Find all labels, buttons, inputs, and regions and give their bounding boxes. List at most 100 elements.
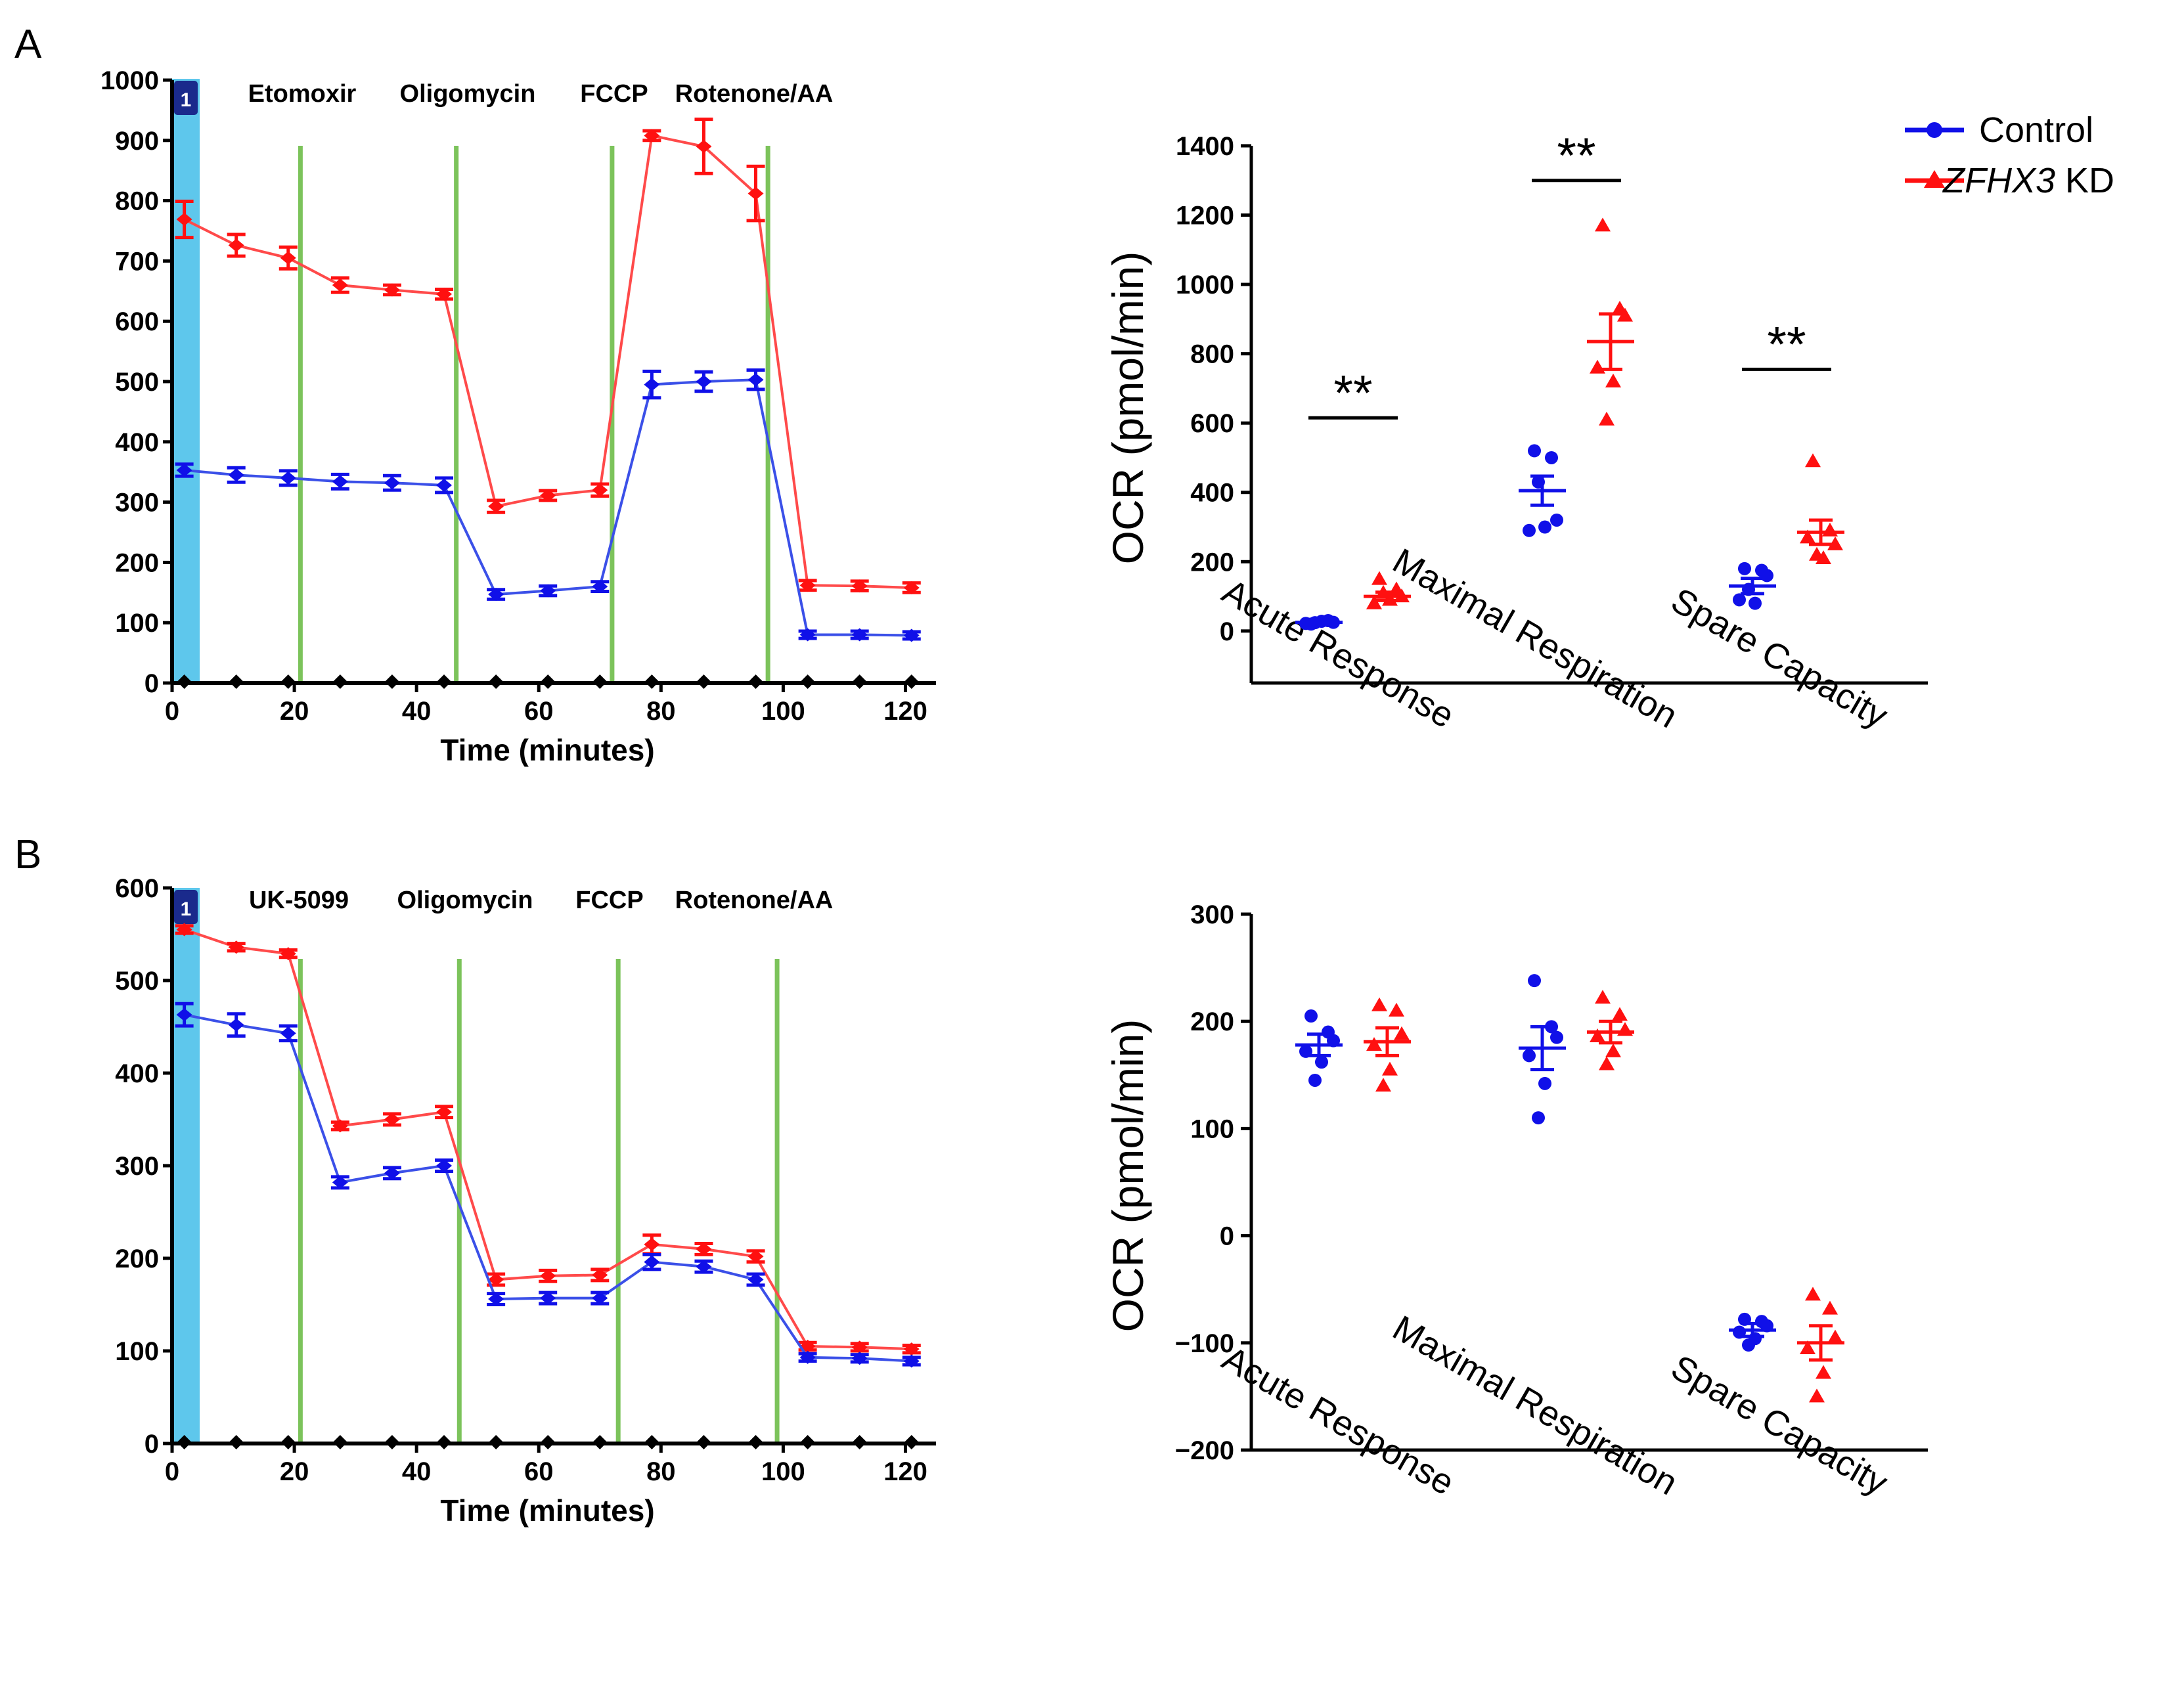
x-tick-label: 60: [524, 697, 554, 726]
series-line: [183, 134, 912, 589]
drug-label: Etomoxir: [248, 80, 357, 108]
data-point: [747, 373, 764, 387]
panel-letter-a: A: [14, 22, 42, 67]
baseline-marker: [229, 1435, 244, 1449]
data-point: [436, 1159, 453, 1172]
data-point: [1550, 513, 1563, 527]
data-point: [1590, 1028, 1605, 1043]
significance-a: ** ** **: [1308, 128, 1831, 421]
y-tick-label: 200: [115, 548, 159, 577]
baseline-marker: [592, 1435, 608, 1449]
drug-label: Rotenone/AA: [675, 887, 834, 914]
x-tick-label: 80: [646, 1457, 676, 1486]
baseline-marker: [852, 674, 867, 689]
data-point: [1617, 1022, 1633, 1036]
x-tick-label: 80: [646, 697, 676, 726]
y-tick-label: −100: [1175, 1329, 1234, 1358]
data-point: [280, 471, 296, 485]
x-tick-label: 40: [402, 697, 432, 726]
baseline-marker: [332, 1435, 347, 1449]
data-point: [1816, 1365, 1831, 1379]
baseline-marker: [332, 674, 347, 689]
series-line: [183, 928, 912, 1351]
axes-b-timecourse: 0 100 200 300 400 500 600 0 20 40 60 80 100 120 Time (…: [115, 874, 936, 1528]
significance-label: **: [1333, 365, 1372, 421]
chart-a-timecourse: 1 Etomoxir Oligomycin FCCP Rotenone/AA 0 100…: [100, 66, 936, 767]
series-line: [184, 1013, 912, 1363]
data-point: [747, 1250, 764, 1264]
y-tick-label: 0: [1220, 1222, 1234, 1251]
panel-letter-b: B: [14, 832, 41, 877]
data-point: [851, 1340, 868, 1354]
category-label: Spare Capacity: [1664, 1348, 1894, 1503]
data-point: [799, 579, 816, 592]
data-point: [1599, 1056, 1615, 1070]
data-point: [1827, 536, 1843, 550]
baseline-marker: [592, 674, 608, 689]
baseline-marker: [800, 1435, 815, 1449]
legend: Control ZFHX3 KD: [1905, 110, 2114, 200]
data-point: [1389, 1002, 1404, 1017]
baseline-marker: [280, 1435, 296, 1449]
data-point: [644, 1237, 660, 1251]
x-tick-label: 20: [280, 1457, 309, 1486]
data-point: [1605, 373, 1621, 387]
data-point: [592, 1268, 608, 1282]
data-point: [436, 1105, 453, 1119]
baseline-marker: [748, 1435, 763, 1449]
category-label: Spare Capacity: [1664, 581, 1894, 736]
baseline-marker: [280, 674, 296, 689]
data-point: [851, 628, 868, 642]
x-tick-label: 0: [165, 1457, 179, 1486]
data-point: [228, 468, 244, 482]
legend-control-label: Control: [1979, 110, 2093, 150]
data-point: [176, 213, 192, 227]
data-point: [176, 1008, 192, 1022]
y-tick-label: 0: [145, 1430, 159, 1459]
data-point: [1738, 562, 1751, 575]
y-tick-label: 100: [115, 609, 159, 638]
port-badge-b-label: 1: [181, 898, 192, 920]
data-point: [799, 628, 816, 642]
baseline-marker: [384, 1435, 399, 1449]
series-a-timecourse: [175, 118, 921, 642]
y-tick-label: 600: [1190, 409, 1234, 438]
injection-markers-b: [298, 959, 780, 1444]
data-point: [903, 1342, 920, 1356]
data-point: [644, 1255, 660, 1269]
baseline-marker: [541, 674, 556, 689]
data-point: [1375, 1078, 1391, 1092]
baseline-marker: [800, 674, 815, 689]
data-point: [488, 500, 504, 514]
data-point: [228, 238, 244, 252]
data-point: [1394, 1026, 1410, 1040]
data-point: [1371, 997, 1387, 1011]
data-point: [851, 579, 868, 593]
data-point: [592, 483, 608, 497]
data-point: [696, 375, 712, 388]
y-tick-label: 400: [115, 1059, 159, 1088]
data-point: [1612, 1007, 1628, 1021]
data-point: [903, 628, 920, 642]
data-point: [1366, 595, 1382, 609]
drug-label: Oligomycin: [397, 887, 533, 914]
data-point: [1809, 1388, 1825, 1403]
data-point: [1822, 1300, 1838, 1315]
data-point: [1800, 1340, 1816, 1354]
y-tick-label: 0: [145, 669, 159, 698]
data-point: [228, 1018, 244, 1032]
y-tick-label: 200: [115, 1245, 159, 1273]
y-axis-title: OCR (pmol/min): [1103, 1019, 1152, 1333]
data-point: [332, 1176, 348, 1189]
y-tick-label: 200: [1190, 1007, 1234, 1036]
y-tick-label: 200: [1190, 548, 1234, 577]
data-point: [488, 588, 504, 602]
data-point: [540, 489, 556, 502]
data-point: [1523, 523, 1536, 537]
y-tick-label: 1000: [1176, 271, 1234, 299]
baseline-marker: [696, 1435, 711, 1449]
data-point: [540, 1291, 556, 1305]
data-point: [332, 475, 348, 489]
